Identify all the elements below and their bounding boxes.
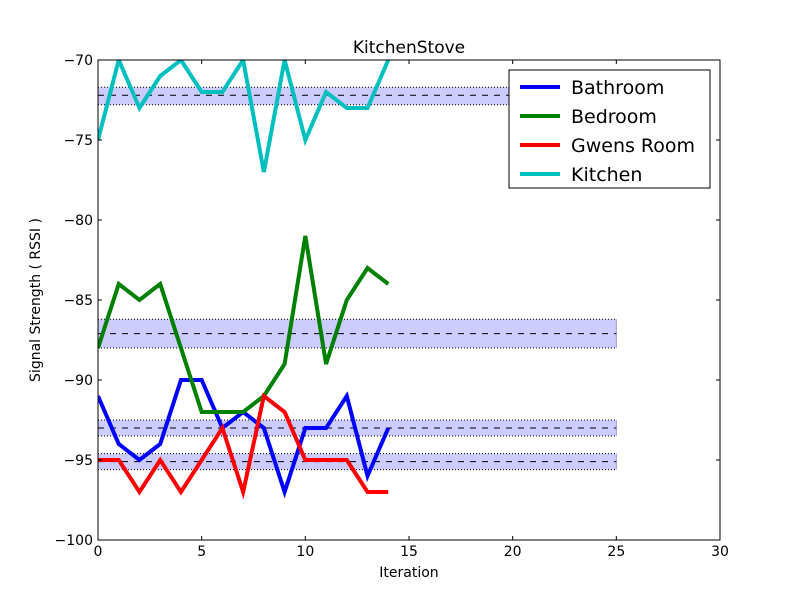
confidence-bands [98,86,617,471]
legend-box [508,69,711,189]
x-tick-label: 10 [296,544,314,560]
axis-ticks: 0 5 10 15 20 25 30 −70 −75 −80 −85 −90 −95 −100 [55,53,729,560]
x-tick-label: 25 [607,544,625,560]
y-tick-label: −100 [55,533,93,549]
x-tick-label: 5 [197,544,206,560]
band-fill-0 [98,87,617,105]
chart-title: KitchenStove [353,38,465,58]
legend-label-3: Kitchen [571,164,642,186]
legend-label-2: Gwens Room [571,135,695,157]
band-fill-3 [98,453,617,470]
x-tick-label: 30 [711,544,729,560]
series-line-kitchen [98,60,391,173]
series-line-bedroom [98,235,390,414]
legend-label-1: Bedroom [571,106,657,128]
x-tick-label: 15 [400,544,418,560]
x-axis-label: Iteration [379,565,438,581]
y-tick-label: −90 [63,373,93,389]
legend: Bathroom Bedroom Gwens Room Kitchen [508,69,711,189]
y-tick-label: −85 [63,293,93,309]
y-tick-label: −80 [63,213,93,229]
y-tick-label: −75 [63,133,93,149]
y-axis-label: Signal Strength ( RSSI ) [28,218,44,382]
legend-label-0: Bathroom [571,77,664,99]
series-lines [98,60,391,500]
y-tick-label: −70 [63,53,93,69]
x-tick-label: 0 [94,544,103,560]
x-tick-label: 20 [504,544,522,560]
y-tick-label: −95 [63,453,93,469]
series-line-gwens-room [98,392,389,500]
